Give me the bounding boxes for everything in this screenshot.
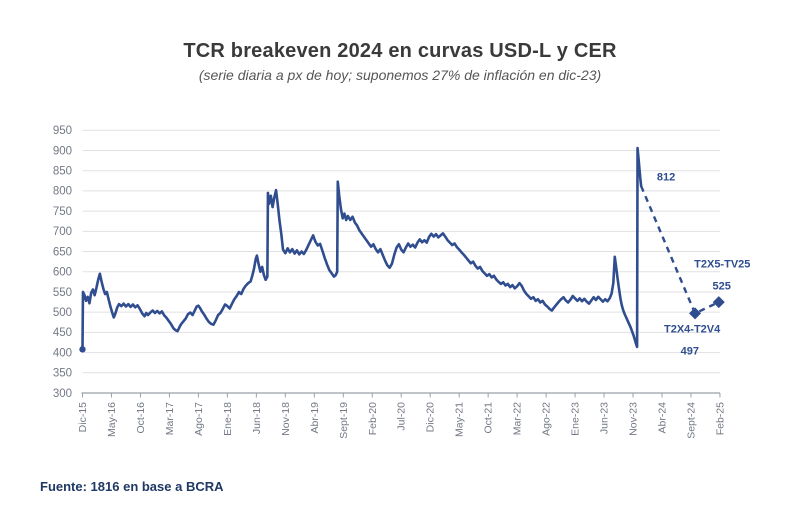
- y-tick-label: 400: [53, 347, 72, 359]
- series-daily-line: [81, 146, 643, 351]
- annotation-label-2: 525: [713, 280, 731, 292]
- x-tick-label: Jul-20: [396, 402, 408, 431]
- y-tick-label: 650: [53, 246, 72, 258]
- x-tick-label: Abr-19: [309, 402, 321, 434]
- projection-dashed-line: [640, 185, 720, 316]
- x-tick-label: Ago-22: [541, 402, 553, 436]
- y-tick-label: 300: [53, 388, 72, 400]
- y-tick-label: 500: [53, 307, 72, 319]
- x-tick-label: Jun-18: [251, 402, 263, 434]
- y-tick-label: 750: [53, 206, 72, 218]
- y-tick-label: 700: [53, 226, 72, 238]
- x-tick-label: Abr-24: [657, 402, 669, 434]
- x-tick-label: Ago-17: [193, 402, 205, 436]
- annotation-label-3: T2X4-T2V4: [664, 324, 721, 336]
- annotation-label-0: 812: [657, 172, 675, 184]
- y-tick-label: 800: [53, 186, 72, 198]
- x-tick-label: Sept-19: [338, 402, 350, 439]
- x-tick-label: Mar-22: [512, 402, 524, 435]
- x-tick-label: Ene-23: [570, 402, 582, 436]
- projection-diamond-marker-2: [712, 296, 725, 309]
- y-tick-label: 450: [53, 327, 72, 339]
- chart-header: TCR breakeven 2024 en curvas USD-L y CER…: [0, 40, 800, 83]
- x-tick-label: Sept-24: [685, 402, 697, 439]
- x-tick-label: Nov-18: [280, 402, 292, 436]
- series-start-dot: [79, 346, 86, 353]
- annotation-label-1: T2X5-TV25: [694, 259, 750, 271]
- x-tick-label: Feb-25: [714, 402, 726, 435]
- x-tick-label: Ene-18: [222, 402, 234, 436]
- x-tick-label: Oct-16: [135, 402, 147, 434]
- y-tick-label: 850: [53, 166, 72, 178]
- y-tick-label: 600: [53, 267, 72, 279]
- annotation-label-4: 497: [681, 345, 699, 357]
- x-tick-label: Dic-20: [425, 402, 437, 433]
- y-tick-label: 900: [53, 145, 72, 157]
- x-tick-label: Dic-15: [77, 402, 89, 433]
- x-tick-label: May-16: [106, 402, 118, 437]
- source-note: Fuente: 1816 en base a BCRA: [40, 479, 224, 494]
- chart-subtitle: (serie diaria a px de hoy; suponemos 27%…: [198, 67, 602, 83]
- x-tick-label: Mar-17: [164, 402, 176, 435]
- x-tick-label: Jun-23: [599, 402, 611, 434]
- y-tick-label: 950: [53, 125, 72, 137]
- chart-title: TCR breakeven 2024 en curvas USD-L y CER: [183, 40, 617, 62]
- projection-diamond-marker-1: [689, 307, 702, 320]
- x-tick-label: May-21: [454, 402, 466, 437]
- y-tick-label: 550: [53, 287, 72, 299]
- x-tick-label: Oct-21: [483, 402, 495, 434]
- x-tick-label: Nov-23: [628, 402, 640, 436]
- y-tick-label: 350: [53, 368, 72, 380]
- x-tick-label: Feb-20: [367, 402, 379, 435]
